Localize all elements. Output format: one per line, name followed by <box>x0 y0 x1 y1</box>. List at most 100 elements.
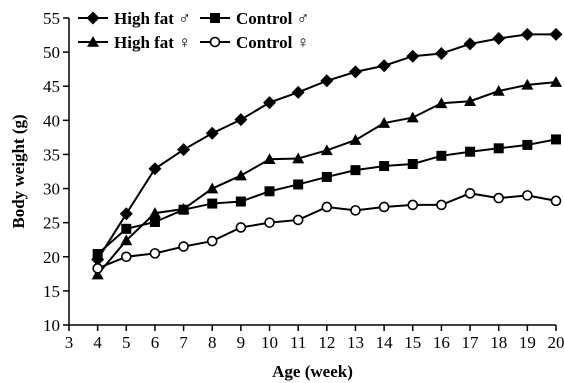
legend-label: High fat ♂ <box>114 9 191 28</box>
series-2 <box>92 134 561 260</box>
data-point <box>406 111 419 123</box>
data-point <box>349 134 362 145</box>
x-tick-label: 15 <box>404 333 421 352</box>
x-tick-label: 13 <box>347 333 364 352</box>
data-point <box>436 150 447 161</box>
data-point <box>464 95 477 107</box>
data-point <box>350 165 361 176</box>
y-axis-title: Body weight (g) <box>9 114 28 228</box>
data-point <box>492 31 506 45</box>
data-point <box>436 199 447 211</box>
data-point <box>293 179 304 190</box>
x-tick-label: 6 <box>151 333 160 352</box>
x-tick-label: 9 <box>237 333 246 352</box>
x-tick-label: 16 <box>433 333 450 352</box>
y-tick-label: 25 <box>43 214 60 233</box>
data-point <box>434 46 448 60</box>
data-point <box>291 85 305 99</box>
x-tick-label: 10 <box>261 333 278 352</box>
legend: High fat ♂ Control ♂ High fat ♀ Control ♀ <box>78 9 309 52</box>
data-point <box>148 162 162 176</box>
y-tick-label: 40 <box>43 111 60 130</box>
data-point <box>92 249 103 260</box>
data-point <box>235 196 246 207</box>
data-point <box>464 188 476 199</box>
x-tick-label: 11 <box>290 333 306 352</box>
legend-marker <box>209 36 221 48</box>
data-point <box>321 171 332 182</box>
y-tick-label: 30 <box>43 180 60 199</box>
data-point <box>493 192 505 204</box>
data-point <box>207 198 218 209</box>
data-point <box>119 207 133 221</box>
legend-label: Control ♀ <box>236 33 309 52</box>
data-point <box>321 201 333 213</box>
data-point <box>348 65 362 79</box>
data-point <box>292 214 304 226</box>
data-point <box>149 216 160 227</box>
x-tick-label: 19 <box>519 333 536 352</box>
data-point <box>177 203 190 214</box>
y-tick-label: 35 <box>43 145 60 164</box>
x-tick-label: 4 <box>93 333 102 352</box>
data-point <box>205 126 219 140</box>
x-tick-label: 18 <box>490 333 507 352</box>
series-4 <box>92 188 562 274</box>
data-point <box>406 49 420 63</box>
series-1 <box>91 27 563 267</box>
data-point <box>91 253 105 267</box>
data-point <box>492 84 505 96</box>
data-point <box>234 113 248 127</box>
data-point <box>377 59 391 73</box>
legend-label: Control ♂ <box>236 9 309 28</box>
data-point <box>407 158 418 169</box>
x-tick-label: 14 <box>376 333 394 352</box>
data-point <box>379 161 390 172</box>
data-point <box>149 248 161 259</box>
data-point <box>493 143 504 154</box>
data-point <box>378 117 391 128</box>
data-point <box>263 153 276 165</box>
data-point <box>378 201 390 213</box>
data-point <box>435 97 448 109</box>
data-point <box>350 205 361 216</box>
data-point <box>465 146 476 157</box>
x-tick-label: 7 <box>179 333 188 352</box>
data-point <box>264 217 275 228</box>
x-tick-label: 8 <box>208 333 217 352</box>
data-point <box>120 251 132 263</box>
data-point <box>206 182 219 194</box>
x-tick-label: 5 <box>122 333 131 352</box>
data-point <box>92 263 103 274</box>
data-point <box>522 190 533 201</box>
x-tick-label: 3 <box>65 333 74 352</box>
legend-entry: High fat ♀ <box>78 33 191 52</box>
data-point <box>320 74 334 88</box>
data-point <box>320 144 333 156</box>
x-tick-label: 12 <box>318 333 335 352</box>
series-3 <box>91 76 562 280</box>
data-point <box>206 235 218 247</box>
legend-marker <box>87 36 99 47</box>
y-tick-label: 55 <box>43 9 60 28</box>
y-tick-label: 50 <box>43 43 60 62</box>
legend-entry: Control ♀ <box>200 33 309 52</box>
data-point <box>148 207 161 218</box>
data-point <box>178 241 189 252</box>
legend-entry: Control ♂ <box>200 9 309 28</box>
data-point <box>549 27 563 41</box>
x-tick-label: 17 <box>462 333 480 352</box>
data-point <box>550 195 562 207</box>
data-point <box>120 234 133 246</box>
y-tick-label: 10 <box>43 316 60 335</box>
legend-marker <box>210 13 220 23</box>
legend-marker <box>86 11 100 25</box>
legend-entry: High fat ♂ <box>78 9 191 28</box>
data-point <box>522 139 533 150</box>
data-point <box>463 37 477 51</box>
y-tick-label: 45 <box>43 77 60 96</box>
data-point <box>235 222 247 233</box>
data-point <box>407 199 419 211</box>
data-point <box>550 76 562 87</box>
